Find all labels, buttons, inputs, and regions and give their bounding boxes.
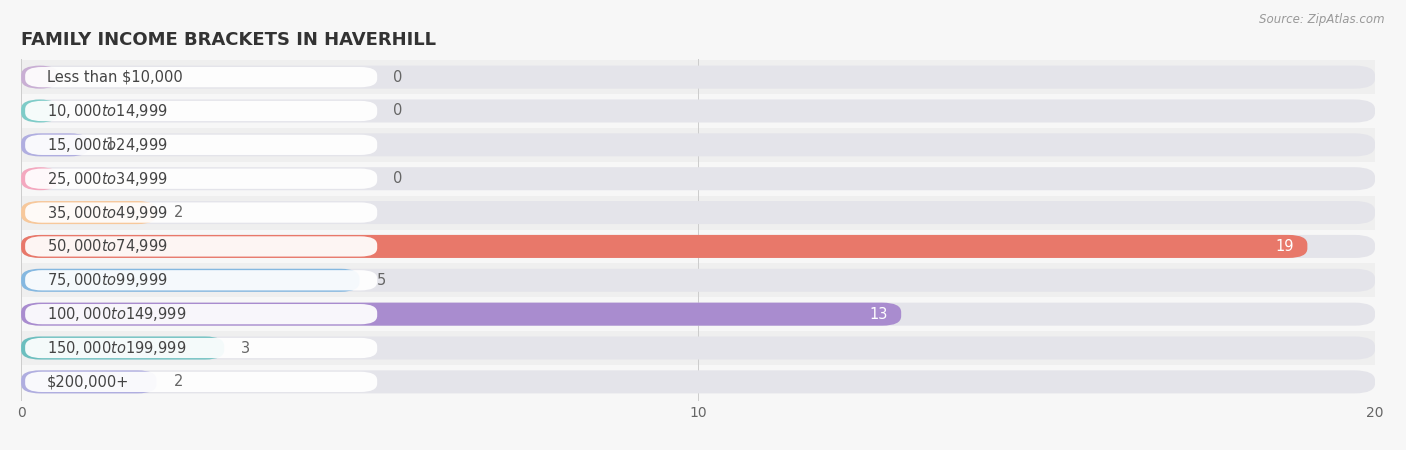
Text: $35,000 to $49,999: $35,000 to $49,999 <box>46 203 167 221</box>
Bar <box>21 230 1375 263</box>
FancyBboxPatch shape <box>25 372 377 392</box>
Bar <box>21 94 1375 128</box>
Text: Source: ZipAtlas.com: Source: ZipAtlas.com <box>1260 14 1385 27</box>
FancyBboxPatch shape <box>21 337 224 360</box>
FancyBboxPatch shape <box>25 169 377 189</box>
FancyBboxPatch shape <box>21 99 1375 122</box>
FancyBboxPatch shape <box>21 167 1375 190</box>
Text: $50,000 to $74,999: $50,000 to $74,999 <box>46 238 167 256</box>
FancyBboxPatch shape <box>25 67 377 87</box>
Text: $100,000 to $149,999: $100,000 to $149,999 <box>46 305 186 323</box>
FancyBboxPatch shape <box>21 66 58 89</box>
FancyBboxPatch shape <box>21 201 156 224</box>
FancyBboxPatch shape <box>21 99 58 122</box>
Text: $10,000 to $14,999: $10,000 to $14,999 <box>46 102 167 120</box>
FancyBboxPatch shape <box>25 135 377 155</box>
FancyBboxPatch shape <box>25 338 377 358</box>
Text: 0: 0 <box>394 104 402 118</box>
Text: 2: 2 <box>173 205 183 220</box>
Text: 19: 19 <box>1275 239 1294 254</box>
Text: FAMILY INCOME BRACKETS IN HAVERHILL: FAMILY INCOME BRACKETS IN HAVERHILL <box>21 31 436 49</box>
FancyBboxPatch shape <box>21 66 1375 89</box>
FancyBboxPatch shape <box>25 101 377 121</box>
Text: $15,000 to $24,999: $15,000 to $24,999 <box>46 136 167 154</box>
Text: $200,000+: $200,000+ <box>46 374 129 389</box>
Text: $75,000 to $99,999: $75,000 to $99,999 <box>46 271 167 289</box>
Text: 0: 0 <box>394 171 402 186</box>
FancyBboxPatch shape <box>25 236 377 256</box>
Bar <box>21 128 1375 162</box>
Bar <box>21 297 1375 331</box>
FancyBboxPatch shape <box>21 133 1375 156</box>
Bar <box>21 263 1375 297</box>
FancyBboxPatch shape <box>21 167 58 190</box>
FancyBboxPatch shape <box>21 201 1375 224</box>
Text: 1: 1 <box>105 137 115 153</box>
Text: 2: 2 <box>173 374 183 389</box>
FancyBboxPatch shape <box>21 269 1375 292</box>
Bar <box>21 162 1375 196</box>
Bar <box>21 331 1375 365</box>
FancyBboxPatch shape <box>21 235 1375 258</box>
Bar <box>21 60 1375 94</box>
Text: 5: 5 <box>377 273 385 288</box>
Bar <box>21 365 1375 399</box>
FancyBboxPatch shape <box>21 370 1375 393</box>
FancyBboxPatch shape <box>21 337 1375 360</box>
Text: $150,000 to $199,999: $150,000 to $199,999 <box>46 339 186 357</box>
Bar <box>21 196 1375 230</box>
FancyBboxPatch shape <box>25 270 377 290</box>
FancyBboxPatch shape <box>21 235 1308 258</box>
Text: 13: 13 <box>869 306 887 322</box>
FancyBboxPatch shape <box>21 370 156 393</box>
Text: Less than $10,000: Less than $10,000 <box>46 70 183 85</box>
FancyBboxPatch shape <box>21 269 360 292</box>
Text: $25,000 to $34,999: $25,000 to $34,999 <box>46 170 167 188</box>
FancyBboxPatch shape <box>21 303 1375 326</box>
FancyBboxPatch shape <box>21 133 89 156</box>
Text: 0: 0 <box>394 70 402 85</box>
FancyBboxPatch shape <box>25 202 377 223</box>
Text: 3: 3 <box>240 341 250 356</box>
FancyBboxPatch shape <box>25 304 377 324</box>
FancyBboxPatch shape <box>21 303 901 326</box>
